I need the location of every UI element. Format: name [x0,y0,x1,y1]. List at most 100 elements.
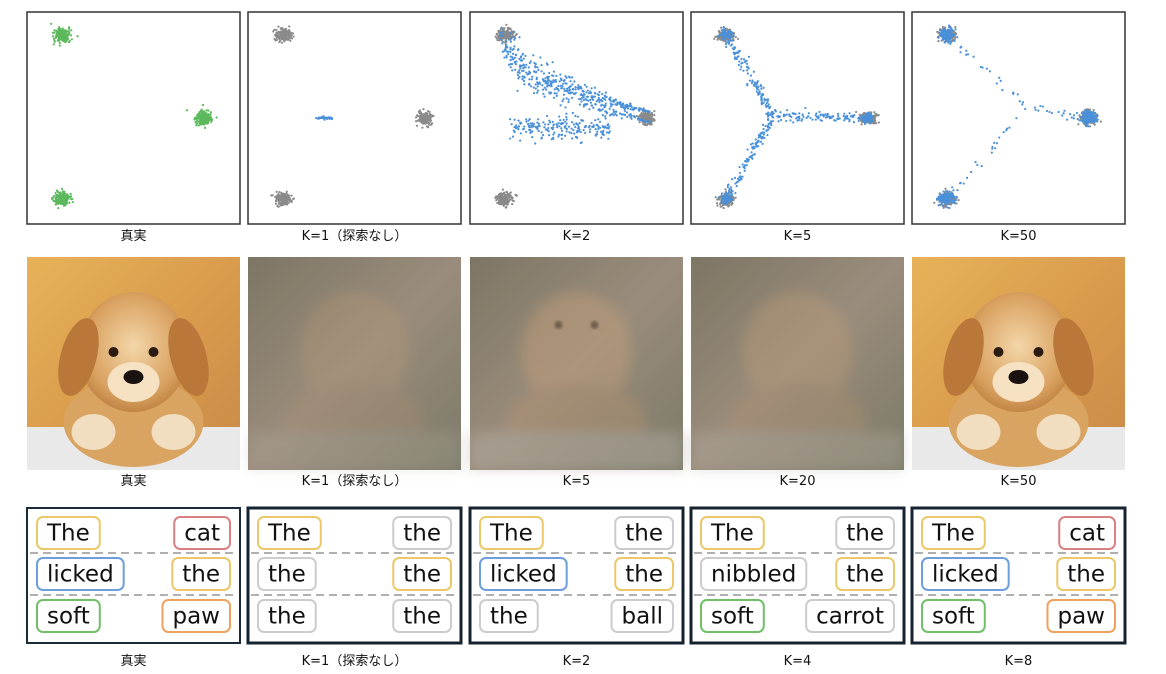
point [207,115,210,118]
point [573,92,576,95]
point [56,34,59,38]
point [60,187,64,190]
point [949,40,952,43]
point [513,60,516,64]
point [428,110,431,114]
point [281,32,284,36]
point [285,37,288,40]
point [68,31,71,34]
point [324,116,327,119]
point [565,122,568,125]
point [52,37,56,40]
point [965,176,969,179]
point [519,56,523,59]
point [562,118,565,121]
point [570,96,574,99]
point [976,163,979,167]
point [61,29,64,32]
point [545,62,548,65]
point [733,46,736,49]
point [577,97,581,101]
point [637,118,640,121]
point [509,117,512,121]
point [843,117,847,120]
point [507,50,510,53]
point [54,191,57,195]
token: The [710,521,754,547]
point [970,170,973,174]
point [851,114,854,117]
point [416,119,419,122]
point [52,199,55,203]
point [215,116,218,119]
point [630,117,633,120]
point [516,48,520,52]
point [506,27,510,30]
point [730,203,733,206]
point [279,33,282,36]
point [529,85,533,88]
point [956,35,959,39]
point [571,111,574,115]
point [601,125,604,128]
point [643,116,646,120]
point [612,114,615,117]
point [564,82,567,85]
point [292,197,295,200]
paw [151,414,196,450]
point [557,133,561,136]
point [602,133,605,136]
point [943,199,947,202]
point [798,112,801,115]
point [944,201,947,204]
point [275,28,278,32]
point [726,185,729,189]
point [62,193,65,196]
point [1099,120,1102,123]
point [502,37,505,40]
point [837,114,840,118]
point [949,196,952,199]
point [284,33,287,36]
point [836,112,840,115]
point [290,37,294,40]
point [497,194,501,197]
point [532,86,535,89]
point [542,92,545,95]
point [624,106,627,109]
point [543,86,546,89]
point [616,101,619,104]
point [516,71,519,74]
point [604,94,607,98]
point [753,81,756,84]
point [416,115,420,118]
point [551,120,554,123]
point [552,79,555,82]
point [513,56,517,59]
point [285,190,288,193]
point [750,151,753,154]
point [582,95,585,98]
point [723,201,727,204]
caption: 真実 [120,228,146,244]
point [809,116,812,119]
point [275,197,278,200]
point [528,126,531,129]
point [553,131,556,134]
point [579,130,582,134]
point [273,28,276,31]
point [742,58,746,61]
point [640,112,643,115]
point [497,31,500,34]
point [1077,123,1080,126]
point [722,203,725,206]
point [594,102,597,106]
point [276,195,280,198]
point [604,110,607,113]
point [954,36,957,39]
point [949,32,952,35]
point [788,114,792,117]
point [540,70,543,73]
point [587,99,590,102]
point [524,54,527,57]
